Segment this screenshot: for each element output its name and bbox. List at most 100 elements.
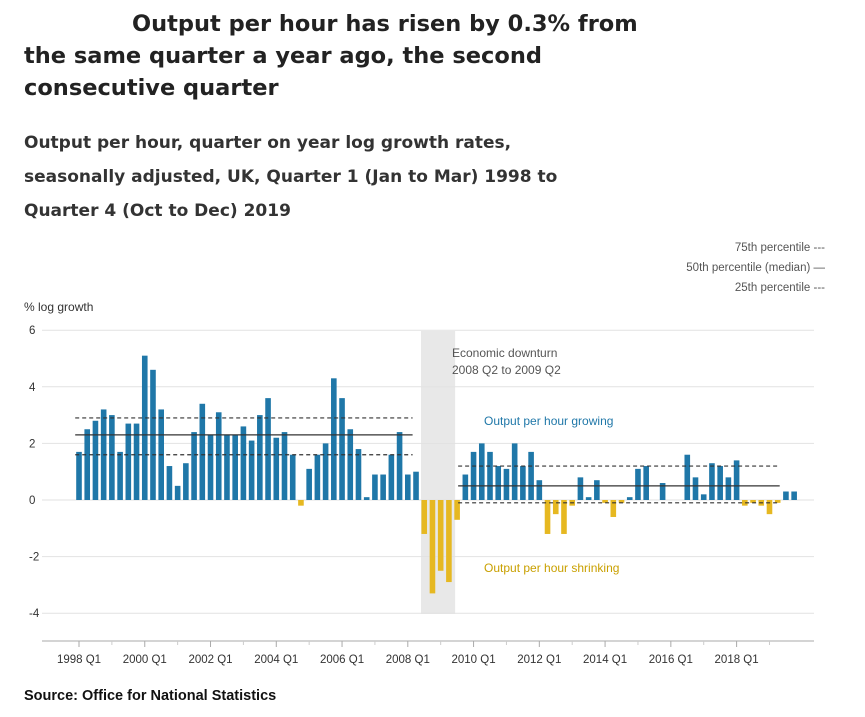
bar: [709, 463, 715, 500]
source-note: Source: Office for National Statistics: [24, 688, 277, 704]
chart-title: Output per hour, quarter on year log gro…: [24, 133, 558, 221]
bar: [487, 451, 493, 500]
bar: [322, 443, 329, 500]
bar: [248, 440, 255, 500]
y-axis-label: % log growth: [24, 300, 94, 314]
bar: [544, 500, 551, 534]
bar: [117, 451, 123, 500]
bar: [618, 500, 625, 503]
bar: [643, 466, 649, 500]
bar: [372, 474, 378, 500]
x-tick-label: 1998 Q1: [57, 654, 101, 666]
bar: [733, 460, 740, 500]
bar: [783, 491, 789, 500]
bar: [174, 485, 181, 500]
bar: [626, 497, 633, 500]
x-tick-label: 2000 Q1: [123, 654, 167, 666]
x-tick-label: 2010 Q1: [451, 654, 495, 666]
bar: [166, 466, 173, 500]
legend-p75: 75th percentile ---: [734, 242, 825, 254]
bar: [610, 500, 617, 517]
bar: [750, 500, 756, 503]
bar: [289, 454, 296, 500]
x-tick-label: 2012 Q1: [517, 654, 561, 666]
bar: [109, 415, 115, 500]
bar: [577, 477, 584, 500]
bar: [536, 480, 543, 500]
bar: [92, 420, 99, 500]
bar: [659, 483, 666, 500]
headline: Output per hour has risen by 0.3% from t…: [24, 8, 644, 104]
y-tick-label: -4: [29, 608, 40, 620]
bar: [692, 477, 699, 500]
bar: [76, 451, 82, 500]
x-tick-label: 2002 Q1: [188, 654, 232, 666]
bar: [421, 500, 428, 534]
bar: [141, 355, 148, 500]
bar: [503, 468, 510, 500]
bar: [511, 443, 518, 500]
bar: [446, 500, 452, 583]
x-tick-label: 2018 Q1: [715, 654, 759, 666]
bar: [84, 429, 91, 500]
x-tick-label: 2008 Q1: [386, 654, 430, 666]
bar: [635, 468, 641, 500]
bar: [742, 500, 748, 506]
legend: 75th percentile --- 50th percentile (med…: [686, 238, 825, 298]
bar: [774, 500, 781, 503]
bar: [265, 398, 271, 500]
bar: [306, 468, 312, 500]
bar: [273, 437, 280, 500]
bar: [240, 426, 247, 500]
x-tick-label: 2006 Q1: [320, 654, 364, 666]
downturn-annotation-title: Economic downturn: [452, 346, 557, 360]
bar: [684, 454, 691, 500]
bar: [380, 474, 386, 500]
bar: [454, 500, 460, 520]
y-tick-label: 2: [29, 438, 35, 450]
bar: [396, 432, 403, 500]
bar: [462, 474, 469, 500]
bar: [347, 429, 354, 500]
growing-annotation: Output per hour growing: [484, 414, 613, 428]
bar: [224, 434, 230, 500]
bar: [766, 500, 773, 515]
y-tick-label: 0: [29, 495, 35, 507]
bar: [232, 434, 238, 500]
bar: [298, 500, 304, 506]
bar: [331, 378, 337, 500]
bar: [437, 500, 444, 571]
x-tick-label: 2004 Q1: [254, 654, 298, 666]
bar: [725, 477, 732, 500]
bar: [594, 480, 600, 500]
bar: [602, 500, 608, 503]
bar: [700, 494, 707, 500]
bar: [791, 491, 797, 500]
downturn-annotation-period: 2008 Q2 to 2009 Q2: [452, 363, 561, 377]
legend-median: 50th percentile (median) —: [686, 262, 825, 274]
bar: [561, 500, 567, 534]
bar: [552, 500, 559, 515]
bar: [528, 451, 534, 500]
bar: [207, 434, 214, 500]
bar: [281, 432, 288, 500]
bar: [388, 454, 395, 500]
x-tick-label: 2014 Q1: [583, 654, 627, 666]
bar: [717, 466, 723, 500]
headline-text: Output per hour has risen by 0.3% from t…: [24, 11, 638, 101]
legend-p25: 25th percentile ---: [734, 282, 825, 294]
y-tick-label: 4: [29, 382, 36, 394]
bar: [520, 466, 526, 500]
bar: [215, 412, 222, 500]
shrinking-annotation: Output per hour shrinking: [484, 561, 619, 575]
bar: [191, 432, 197, 500]
bar: [585, 497, 592, 500]
bar: [125, 423, 132, 500]
bar: [405, 474, 411, 500]
bar: [355, 449, 362, 500]
bar: [470, 451, 477, 500]
bar: [363, 497, 370, 500]
bar: [314, 454, 321, 500]
y-tick-label: 6: [29, 325, 35, 337]
